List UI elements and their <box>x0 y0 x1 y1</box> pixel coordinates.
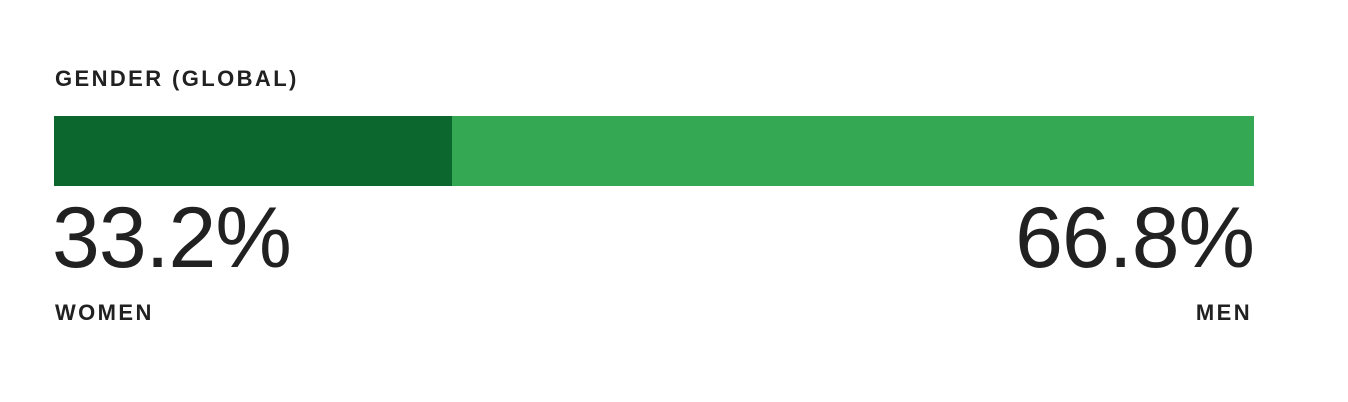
stacked-bar <box>54 116 1254 186</box>
women-category-label: WOMEN <box>55 300 154 325</box>
chart-title: GENDER (GLOBAL) <box>55 66 299 91</box>
bar-segment-men <box>452 116 1254 186</box>
bar-segment-women <box>54 116 453 186</box>
men-category-label: MEN <box>1195 300 1252 325</box>
women-percent-label: 33.2% <box>52 190 292 286</box>
men-percent-label: 66.8% <box>1015 190 1255 286</box>
